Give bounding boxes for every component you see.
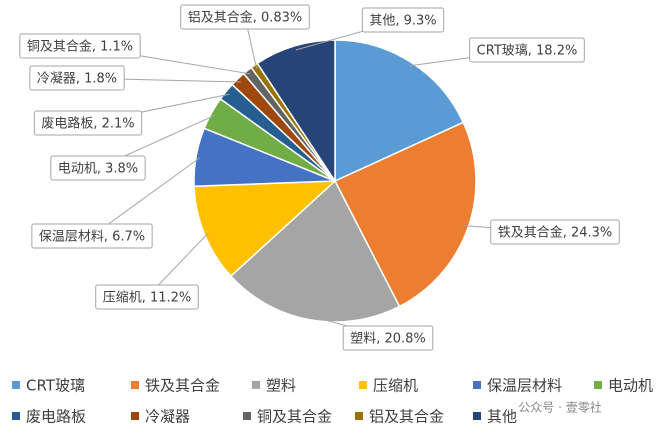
label-box xyxy=(19,33,141,59)
legend-label: 塑料 xyxy=(266,377,296,395)
legend-label: 压缩机 xyxy=(373,377,418,395)
data-label: 铜及其合金, 1.1% xyxy=(27,39,133,55)
pie-slice xyxy=(333,121,477,308)
label-box xyxy=(31,223,153,249)
leader-line xyxy=(91,157,201,237)
label-box xyxy=(29,65,125,91)
legend-label: 废电路板 xyxy=(26,408,86,426)
legend-label: 铜及其合金 xyxy=(257,408,332,426)
legend-label: 冷凝器 xyxy=(145,408,190,426)
pie-slice xyxy=(229,179,401,323)
pie-slice xyxy=(193,180,338,278)
data-label: 电动机, 3.8% xyxy=(58,162,138,177)
legend-swatch xyxy=(359,381,367,389)
legend-swatch xyxy=(355,412,363,420)
data-label: 冷凝器, 1.8% xyxy=(37,71,117,87)
label-box xyxy=(361,7,445,33)
data-label: 压缩机, 11.2% xyxy=(103,290,192,306)
pie-slice xyxy=(334,39,465,183)
label-box xyxy=(469,37,585,63)
legend-label: 电动机 xyxy=(608,377,653,395)
label-box xyxy=(95,284,199,310)
data-label: 铝及其合金, 0.83% xyxy=(188,10,303,26)
data-label: 铁及其合金, 24.3% xyxy=(498,225,613,241)
legend-swatch xyxy=(131,381,139,389)
label-box xyxy=(490,219,620,245)
legend-swatch xyxy=(473,381,481,389)
label-box xyxy=(180,4,310,30)
data-label: 塑料, 20.8% xyxy=(350,332,426,347)
legend-label: 其他 xyxy=(487,408,517,426)
watermark: 公众号 · 壹零社 xyxy=(518,400,601,415)
label-box xyxy=(342,325,434,351)
legend-label: 保温层材料 xyxy=(487,377,562,395)
data-label: CRT玻璃, 18.2% xyxy=(477,44,578,59)
data-label: 废电路板, 2.1% xyxy=(41,116,134,132)
data-label: 保温层材料, 6.7% xyxy=(39,230,145,245)
legend-swatch xyxy=(243,412,251,420)
pie-slice xyxy=(256,39,336,184)
legend-label: CRT玻璃 xyxy=(26,377,85,395)
legend-swatch xyxy=(131,412,139,420)
label-box xyxy=(33,110,143,136)
data-label: 其他, 9.3% xyxy=(369,14,436,29)
legend-swatch xyxy=(594,381,602,389)
legend-swatch xyxy=(252,381,260,389)
legend-label: 铝及其合金 xyxy=(369,408,444,426)
legend-swatch xyxy=(12,412,20,420)
legend-swatch xyxy=(12,381,20,389)
legend-label: 铁及其合金 xyxy=(145,377,220,395)
label-box xyxy=(50,155,146,181)
legend-swatch xyxy=(473,412,481,420)
